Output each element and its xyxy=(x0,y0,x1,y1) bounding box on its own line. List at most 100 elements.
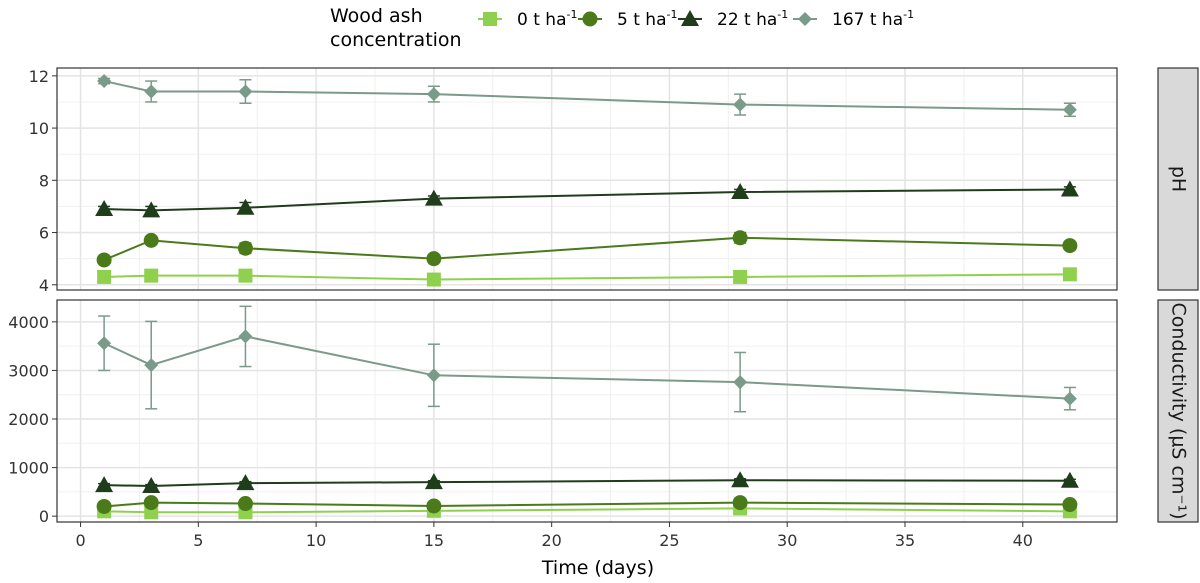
data-point xyxy=(733,269,748,284)
legend-title-line2: concentration xyxy=(330,29,462,51)
data-point xyxy=(1062,102,1077,117)
legend-marker xyxy=(483,12,497,26)
facet-strip xyxy=(1157,67,1199,291)
data-point xyxy=(238,268,253,283)
data-point xyxy=(144,358,159,373)
data-point xyxy=(1060,471,1079,488)
y-axis: 4 6 8 10 12 xyxy=(29,67,57,295)
data-point xyxy=(426,272,441,287)
y-tick-label: 0 xyxy=(39,507,49,526)
series-line xyxy=(104,507,1070,514)
series-line xyxy=(104,188,1070,212)
series-line xyxy=(104,501,1070,508)
data-point xyxy=(732,230,748,246)
legend-marker xyxy=(798,12,812,26)
data-point xyxy=(97,74,112,89)
data-point xyxy=(1062,391,1077,406)
legend: Wood ash concentration 0 t ha-1 5 t ha-1 2… xyxy=(330,5,914,51)
y-tick-label: 3000 xyxy=(8,361,49,380)
facet-strip-label: pH xyxy=(1168,166,1190,192)
legend-item: 5 t ha-1 xyxy=(578,8,677,30)
data-point xyxy=(96,252,112,268)
y-tick-label: 6 xyxy=(39,224,49,243)
data-point xyxy=(424,473,443,490)
series-line xyxy=(104,273,1070,281)
data-point xyxy=(733,97,748,112)
data-point xyxy=(97,269,112,284)
data-point xyxy=(1060,180,1079,197)
grid xyxy=(57,300,1117,522)
facet-strip-label: Conductivity (µS cm⁻¹) xyxy=(1168,302,1190,519)
series-line xyxy=(103,236,1070,261)
x-tick-label: 0 xyxy=(75,531,85,550)
data-point xyxy=(1062,238,1078,254)
legend-marker xyxy=(582,11,598,27)
series xyxy=(96,230,1078,268)
data-point xyxy=(97,336,112,351)
y-tick-label: 8 xyxy=(39,171,49,190)
x-tick-label: 15 xyxy=(424,531,444,550)
y-axis: 0 1000 2000 3000 4000 xyxy=(8,313,57,526)
series-line xyxy=(104,479,1070,488)
series xyxy=(97,74,1077,118)
plot-background xyxy=(57,68,1117,290)
legend-item: 167 t ha-1 xyxy=(793,8,914,30)
data-point xyxy=(143,495,159,511)
data-point xyxy=(143,232,159,248)
data-point xyxy=(426,368,441,383)
x-axis: 0 5 10 15 20 25 30 35 40 xyxy=(75,522,1033,550)
data-point xyxy=(96,498,112,514)
series xyxy=(97,305,1077,413)
series xyxy=(95,471,1079,494)
legend-item: 0 t ha-1 xyxy=(478,8,577,30)
y-tick-label: 1000 xyxy=(8,459,49,478)
legend-title-line1: Wood ash xyxy=(330,5,423,27)
legend-label: 22 t ha-1 xyxy=(717,8,788,30)
ph-panel: 4 6 8 10 12 pH xyxy=(29,67,1199,295)
data-point xyxy=(95,200,114,217)
series-line xyxy=(103,80,1070,111)
data-point xyxy=(142,201,161,218)
legend-label: 0 t ha-1 xyxy=(517,8,577,30)
y-tick-label: 10 xyxy=(29,119,49,138)
data-point xyxy=(1062,497,1078,513)
data-point xyxy=(733,375,748,390)
plot-border xyxy=(56,299,1118,523)
data-point xyxy=(238,84,253,99)
x-axis-title: Time (days) xyxy=(541,557,654,579)
series xyxy=(95,180,1079,218)
data-point xyxy=(426,498,442,514)
x-tick-label: 25 xyxy=(659,531,679,550)
facet-strip xyxy=(1157,299,1199,523)
grid xyxy=(57,68,1117,290)
series xyxy=(97,501,1077,520)
conductivity-panel: 0 1000 2000 3000 4000 Conductivity (µS cm⁻¹) xyxy=(8,299,1199,526)
data-point xyxy=(237,496,253,512)
x-tick-label: 40 xyxy=(1013,531,1033,550)
data-point xyxy=(732,495,748,511)
data-point xyxy=(142,477,161,494)
x-tick-label: 10 xyxy=(306,531,326,550)
data-point xyxy=(236,474,255,491)
data-point xyxy=(731,471,750,488)
x-tick-label: 20 xyxy=(541,531,561,550)
plot-background xyxy=(57,300,1117,522)
legend-label: 167 t ha-1 xyxy=(832,8,914,30)
data-point xyxy=(238,329,253,344)
series-line xyxy=(103,335,1070,400)
plot-border xyxy=(56,67,1118,291)
data-point xyxy=(95,476,114,493)
data-point xyxy=(144,84,159,99)
y-tick-label: 4000 xyxy=(8,313,49,332)
data-point xyxy=(237,240,253,256)
y-tick-label: 4 xyxy=(39,276,49,295)
data-point xyxy=(426,251,442,267)
data-point xyxy=(731,183,750,200)
data-point xyxy=(236,198,255,215)
y-tick-label: 2000 xyxy=(8,410,49,429)
series xyxy=(97,267,1077,287)
data-point xyxy=(1062,267,1077,282)
legend-label: 5 t ha-1 xyxy=(617,8,677,30)
data-point xyxy=(144,268,159,283)
